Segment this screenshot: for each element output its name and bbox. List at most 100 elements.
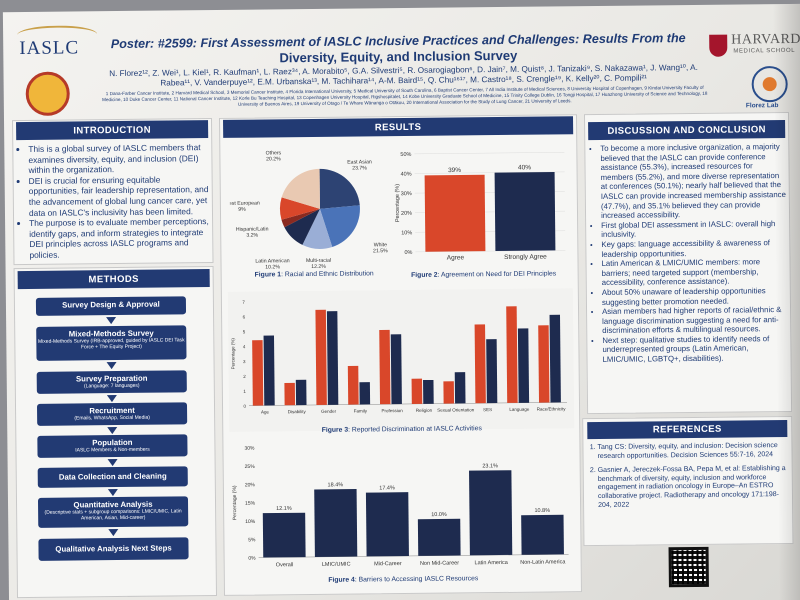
affiliations: 1 Dana-Farber Cancer Institute, 2 Harvar… xyxy=(102,84,708,107)
x-tick-label: Sexual Orientation xyxy=(437,407,475,412)
bar xyxy=(379,329,391,405)
y-tick-label: 20% xyxy=(245,482,256,488)
figure3-caption-text: : Reported Discrimination at IASLC Activ… xyxy=(348,425,482,434)
x-tick-label: Family xyxy=(354,408,368,413)
methods-heading: METHODS xyxy=(17,269,210,290)
y-tick-label: 3 xyxy=(243,359,246,364)
bar xyxy=(423,379,434,404)
y-tick-label: 30% xyxy=(401,191,412,197)
flow-arrow-icon xyxy=(107,489,118,497)
references-list: Tang CS: Diversity, equity, and inclusio… xyxy=(585,442,786,516)
bar xyxy=(411,378,423,404)
bar xyxy=(538,325,550,403)
flow-arrow-icon xyxy=(106,317,117,325)
flow-arrow-icon xyxy=(106,362,117,370)
bar xyxy=(347,365,359,405)
college-badge-logo xyxy=(25,71,70,116)
x-tick-label: LMIC/UMIC xyxy=(322,562,351,568)
bar xyxy=(549,314,561,403)
y-tick-label: 30% xyxy=(244,446,255,452)
figure3-grouped-bar-chart: 0 1 2 3 4 5 6 7 Percentage (%) Age Disability Gende… xyxy=(230,300,567,415)
intro-bullet: DEI is crucial for ensuring equitable op… xyxy=(29,174,211,218)
bar xyxy=(284,382,296,406)
method-step-subtitle: (Language: 7 languages) xyxy=(83,382,140,390)
flow-arrow-icon xyxy=(107,459,118,467)
iaslc-logo: IASLC xyxy=(17,25,98,60)
reference-item: Tang CS: Diversity, equity, and inclusio… xyxy=(597,442,785,461)
bar xyxy=(390,334,402,405)
pie-slice xyxy=(302,208,333,249)
introduction-bullets: This is a global survey of IASLC members… xyxy=(18,142,211,261)
poster-header: IASLC Poster: #2599: First Assessment of… xyxy=(3,4,800,130)
bar-value-label: 23.1% xyxy=(482,463,498,469)
figure2-bar-chart: 0% 10% 20% 30% 40% 50% Percentage (%) 39% Agree 4… xyxy=(395,152,566,262)
intro-bullet: The purpose is to evaluate member percep… xyxy=(29,216,211,260)
y-tick-label: 4 xyxy=(243,344,246,349)
bar xyxy=(469,470,513,556)
pie-slice xyxy=(280,197,320,220)
flow-arrow-icon xyxy=(108,529,119,537)
x-tick-label: Latin America xyxy=(474,560,508,566)
y-tick-label: 5 xyxy=(243,329,246,334)
pie-slice-label: 9% xyxy=(238,207,246,213)
figure4-bar-chart: 0% 5% 10% 15% 20% 25% 30% Percentage (%) 12.1% Ov… xyxy=(232,446,569,568)
poster-title: Poster: #2599: First Assessment of IASLC… xyxy=(73,31,723,68)
bar xyxy=(506,306,518,403)
pie-slice-label: Hispanic/Latin xyxy=(236,226,269,232)
x-tick-label: Race/Ethnicity xyxy=(537,406,567,411)
pie-slice xyxy=(281,208,320,228)
pie-slice xyxy=(284,208,320,245)
pie-slice-label: Multi-racial xyxy=(306,258,331,264)
method-step-1: Survey Design & Approval xyxy=(35,296,187,316)
poster: IASLC Poster: #2599: First Assessment of… xyxy=(2,3,800,600)
pie-slice-label: West European xyxy=(229,201,260,207)
discussion-bullets: To become a more inclusive organization,… xyxy=(590,142,788,365)
figure1-caption-label: Figure 1 xyxy=(254,271,282,279)
x-tick-label: Disability xyxy=(288,409,307,414)
pie-slice-label: 12.2% xyxy=(311,264,326,270)
method-step-5: Population IASLC Members & Non-members xyxy=(37,434,188,458)
x-tick-label: Age xyxy=(261,409,270,414)
references-heading: REFERENCES xyxy=(587,420,788,440)
bar xyxy=(486,339,498,404)
x-tick-label: Profession xyxy=(382,408,404,413)
bar-value-label: 17.4% xyxy=(379,485,395,491)
discussion-bullet: Latin American & LMIC/UMIC members: more… xyxy=(601,257,787,288)
y-tick-label: 0 xyxy=(243,404,246,409)
harvard-shield-icon xyxy=(709,34,728,57)
method-step-6: Data Collection and Cleaning xyxy=(37,466,188,488)
discussion-bullet: About 50% unaware of leadership opportun… xyxy=(602,286,788,307)
y-tick-label: 10% xyxy=(245,519,256,525)
bar xyxy=(474,324,486,404)
y-tick-label: 50% xyxy=(400,152,411,158)
qr-code xyxy=(668,546,709,588)
figure1-caption-text: : Racial and Ethnic Distribution xyxy=(281,270,374,279)
figure3-caption-label: Figure 3 xyxy=(321,426,349,434)
bar xyxy=(454,372,466,404)
bar xyxy=(443,381,455,404)
pie-slice-label: 20.2% xyxy=(266,156,281,162)
pie-slice-label: East Asian xyxy=(347,159,372,165)
method-step-7: Quantitative Analysis (Descriptive stats … xyxy=(37,496,189,528)
bar xyxy=(365,492,409,557)
pie-slice-label: 23.7% xyxy=(352,165,367,171)
flow-arrow-icon xyxy=(106,395,117,403)
figure4-caption-text: : Barriers to Accessing IASLC Resources xyxy=(354,575,479,584)
bar xyxy=(359,382,371,405)
intro-bullet: This is a global survey of IASLC members… xyxy=(28,142,210,176)
bar xyxy=(326,311,339,405)
bar xyxy=(314,489,358,557)
bar xyxy=(517,328,530,403)
bar-value-label: 10.0% xyxy=(431,512,447,518)
results-heading: RESULTS xyxy=(223,116,574,138)
method-step-8: Qualitative Analysis Next Steps xyxy=(38,537,189,561)
x-tick-label: Religion xyxy=(416,408,433,413)
bar-value-label: 12.1% xyxy=(276,506,292,512)
bar xyxy=(263,335,275,406)
method-step-subtitle: (Emails, WhatsApp, Social Media) xyxy=(74,414,150,422)
x-tick-label: Mid-Career xyxy=(374,561,402,567)
bar-value-label: 10.8% xyxy=(534,508,550,514)
y-tick-label: 5% xyxy=(248,537,256,543)
pie-slice xyxy=(319,168,360,209)
pie-slice-label: 21.5% xyxy=(373,248,388,254)
